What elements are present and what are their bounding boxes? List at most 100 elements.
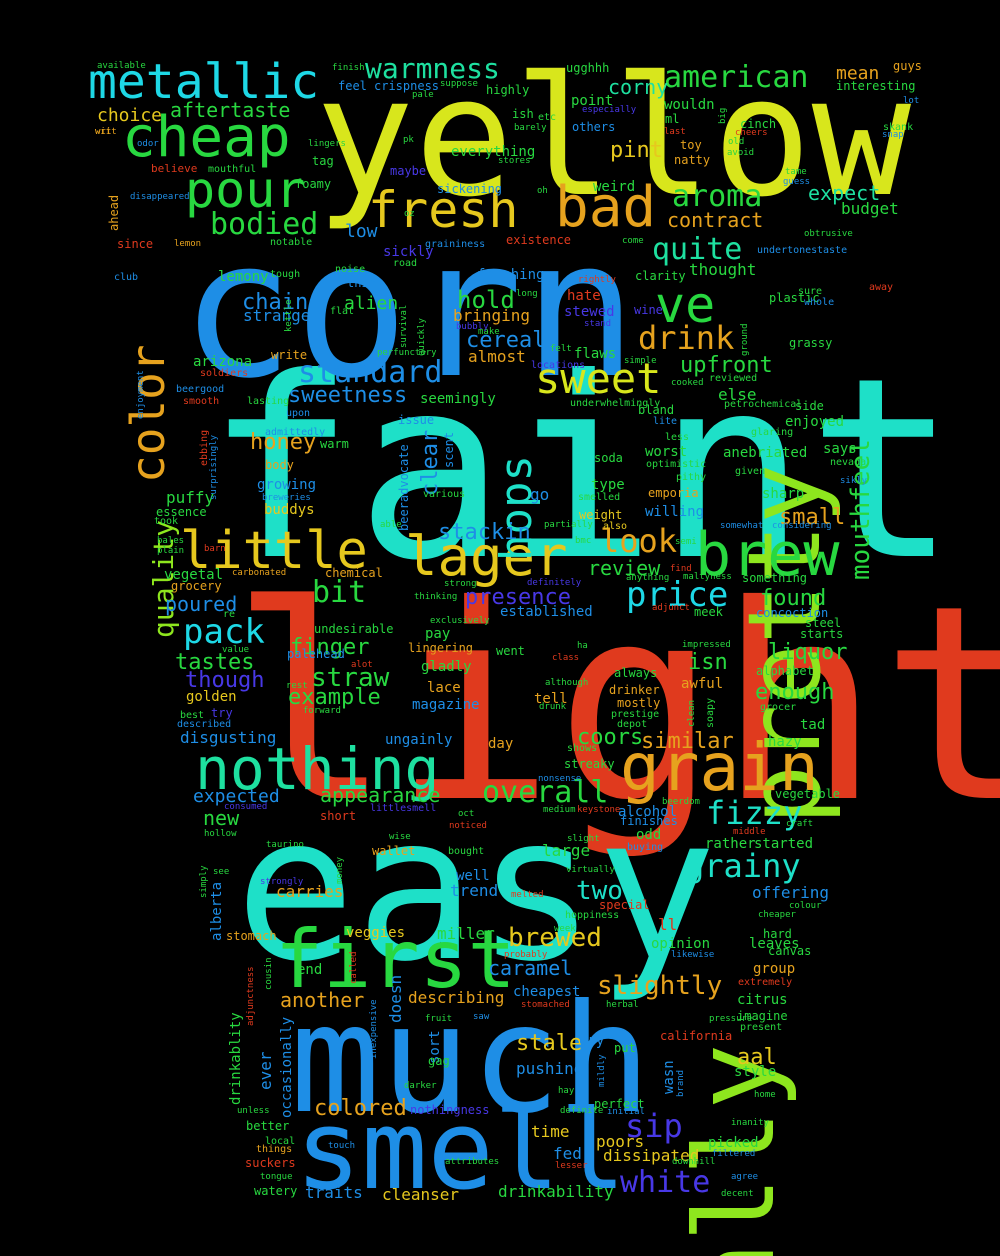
word-body: body [265,458,294,472]
word-canvas: canvas [768,944,812,958]
word-color: color [121,344,175,483]
word-definite: definite [560,1106,604,1116]
word-cheap: cheap [122,105,291,170]
word-pour: pour [185,161,306,219]
word-lot: lot [903,96,920,106]
word-awful: awful [681,676,724,692]
word-sweet: sweet [535,354,662,403]
word-nonsense: nonsense [538,774,582,784]
word-sickly: sickly [383,244,434,260]
word-buying: buying [627,842,664,853]
word-ever: ever [256,1051,275,1091]
word-growing: growing [257,477,317,493]
word-imagine: imagine [737,1009,788,1023]
word-tag: tag [312,154,334,168]
word-finish: finish [332,63,365,73]
word-describing: describing [408,988,505,1007]
word-traits: traits [305,1183,363,1202]
word-etc: etc [538,112,557,123]
word-brand: brand [676,1069,686,1097]
word-natty: natty [674,153,711,167]
word-magazine: magazine [412,697,480,713]
word-hay: hay [558,1086,575,1096]
word-mouthful: mouthful [208,164,257,175]
word-golden: golden [186,689,237,705]
word-away: away [869,282,894,293]
word-vegetal: vegetal [164,567,224,583]
word-stand: stand [584,319,612,329]
word-another: another [280,988,365,1012]
word-local: local [265,1136,296,1147]
word-adjunct: adjunct [652,603,690,613]
word-finishes: finishes [620,814,678,828]
word-first: first [275,913,516,1006]
word-clean: clean [687,699,697,727]
word-soldiers: soldiers [200,368,249,379]
word-sure: sure [798,286,823,297]
word-says: says [823,441,857,457]
word-drinkability: drinkability [498,1182,614,1201]
word-pithy: pithy [676,472,707,483]
word-large: large [542,841,591,860]
word-fizzy: fizzy [706,794,803,832]
word-bringing: bringing [453,306,531,325]
word-grocery: grocery [171,579,222,593]
word-drink: drink [638,319,735,357]
word-filtered: filtered [712,1149,756,1159]
word-simple: simple [624,356,657,366]
word-believe: believe [151,162,198,175]
word-warm: warm [320,437,349,451]
word-pk: pk [403,135,414,145]
word-caramel: caramel [488,956,573,980]
word-american: american [664,60,809,95]
word-anything: anything [626,573,670,583]
word-write: write [271,348,308,362]
word-wine: wine [634,303,663,317]
word-also: also [603,521,628,532]
word-old: old [728,137,745,147]
word-existence: existence [506,233,572,247]
word-essence: essence [156,505,207,519]
word-warmness: warmness [365,52,500,85]
word-worst: worst [645,444,688,460]
word-grain: grain [620,729,819,806]
word-everything: everything [451,144,536,160]
word-beergood: beergood [176,384,225,395]
word-lemon: lemon [174,239,202,249]
word-ve: ve [655,276,716,334]
word-try: try [211,706,233,720]
word-gag: gag [428,1054,450,1068]
word-best: best [180,710,205,721]
word-interesting: interesting [836,79,916,93]
word-fresh: fresh [368,181,519,239]
word-ish: ish [512,107,534,121]
word-example: example [288,685,381,710]
word-tongue: tongue [260,1172,293,1182]
word-depot: depot [617,719,648,730]
word-freshing: freshing [477,267,545,283]
word-else: else [718,385,757,404]
word-bad: bad [555,175,657,240]
word-plain: plain [157,546,185,556]
word-locations: locations [531,360,586,371]
word-type: type [591,477,625,493]
word-two: two [576,876,623,906]
word-overall: overall [482,775,609,810]
word-come: come [622,236,644,246]
word-slight: slight [567,834,600,844]
word-metallic: metallic [88,54,320,110]
word-given: given [735,466,766,477]
word-review: review [588,556,661,580]
word-buddys: buddys [264,502,315,518]
word-touch: touch [328,1141,356,1151]
word-quite: quite [652,232,743,267]
word-impressed: impressed [682,640,731,650]
word-small: small [779,505,846,530]
word-pressure: pressure [709,1014,753,1024]
word-oct: oct [458,809,475,819]
word-offering: offering [752,883,830,902]
word-beeradvocate: beeradvocate [397,444,411,532]
word-oh: oh [537,186,548,196]
word-stewed: stewed [564,304,615,320]
word-lesser: lesser [555,1161,588,1171]
